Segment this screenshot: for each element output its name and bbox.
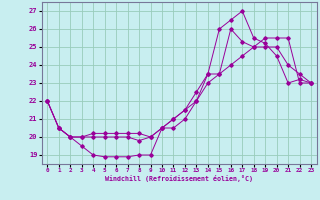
X-axis label: Windchill (Refroidissement éolien,°C): Windchill (Refroidissement éolien,°C) [105,175,253,182]
